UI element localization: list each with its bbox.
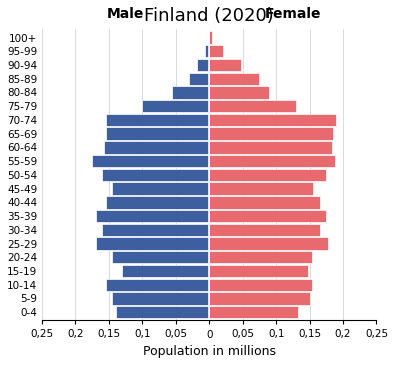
Bar [209,114,337,126]
Bar [209,100,296,112]
Bar [197,59,209,71]
Bar [209,196,320,208]
Bar [209,265,308,277]
Text: Female: Female [265,7,321,21]
Bar [112,251,209,264]
Bar [209,155,335,167]
Bar [209,127,333,140]
Bar [209,141,332,154]
Bar [105,127,209,140]
Bar [96,237,209,250]
Bar [209,73,260,85]
Bar [102,224,209,236]
Bar [102,169,209,181]
Bar [209,31,212,44]
Bar [105,196,209,208]
Bar [205,45,209,57]
Bar [209,224,320,236]
Bar [209,169,326,181]
Bar [209,251,312,264]
Bar [209,237,328,250]
Bar [173,86,209,99]
Title: Finland (2020): Finland (2020) [145,7,274,25]
Bar [103,141,209,154]
Bar [142,100,209,112]
Bar [189,73,209,85]
Bar [105,114,209,126]
Bar [209,86,269,99]
Text: Male: Male [107,7,144,21]
X-axis label: Population in millions: Population in millions [143,345,276,358]
Bar [209,278,312,291]
Bar [92,155,209,167]
Bar [112,292,209,305]
Bar [209,210,326,222]
Bar [209,59,241,71]
Bar [105,278,209,291]
Bar [209,306,297,318]
Bar [96,210,209,222]
Bar [209,292,310,305]
Bar [122,265,209,277]
Bar [209,45,223,57]
Bar [116,306,209,318]
Bar [209,182,313,195]
Bar [112,182,209,195]
